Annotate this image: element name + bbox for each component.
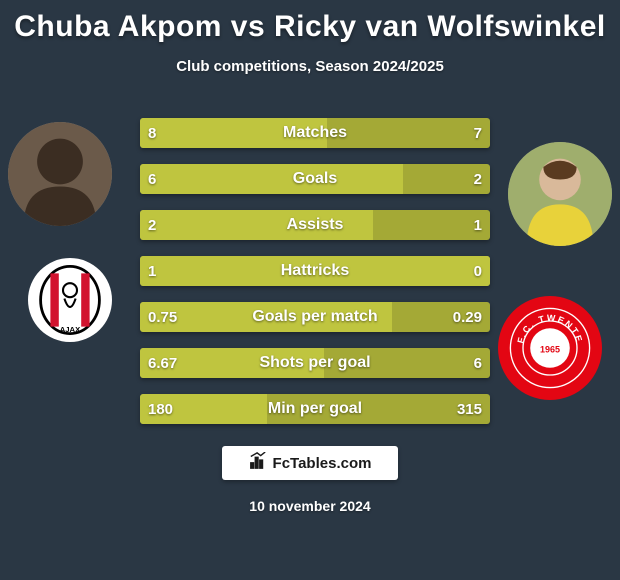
stat-value-left: 6.67 bbox=[148, 348, 177, 378]
stat-bar-fill-left bbox=[140, 164, 403, 194]
stat-value-left: 1 bbox=[148, 256, 156, 286]
stat-bar-fill-left bbox=[140, 256, 490, 286]
ajax-badge-icon: AJAX bbox=[35, 265, 105, 335]
twente-badge-icon: 1965 F.C. TWENTE bbox=[505, 303, 595, 393]
stat-value-left: 2 bbox=[148, 210, 156, 240]
stat-value-left: 6 bbox=[148, 164, 156, 194]
footer-site-label: FcTables.com bbox=[273, 455, 372, 472]
stat-value-right: 1 bbox=[474, 210, 482, 240]
player-right-avatar bbox=[508, 142, 612, 246]
stat-bar: 21Assists bbox=[140, 210, 490, 240]
chart-icon bbox=[249, 452, 267, 474]
person-icon bbox=[508, 142, 612, 246]
svg-text:AJAX: AJAX bbox=[60, 325, 81, 334]
stat-bar: 6.676Shots per goal bbox=[140, 348, 490, 378]
player-left-club-badge: AJAX bbox=[28, 258, 112, 342]
stat-bar: 62Goals bbox=[140, 164, 490, 194]
stat-value-left: 8 bbox=[148, 118, 156, 148]
person-icon bbox=[8, 122, 112, 226]
stat-value-right: 2 bbox=[474, 164, 482, 194]
page-title: Chuba Akpom vs Ricky van Wolfswinkel bbox=[0, 0, 620, 44]
stat-value-left: 0.75 bbox=[148, 302, 177, 332]
stat-bar: 0.750.29Goals per match bbox=[140, 302, 490, 332]
player-right-club-badge: 1965 F.C. TWENTE bbox=[498, 296, 602, 400]
stats-bar-group: 87Matches62Goals21Assists10Hattricks0.75… bbox=[140, 118, 490, 440]
stat-bar: 10Hattricks bbox=[140, 256, 490, 286]
stat-bar-fill-left bbox=[140, 302, 392, 332]
stat-value-left: 180 bbox=[148, 394, 173, 424]
stat-bar-fill-left bbox=[140, 210, 373, 240]
footer-site-tag: FcTables.com bbox=[222, 446, 398, 480]
stat-value-right: 315 bbox=[457, 394, 482, 424]
stat-value-right: 0 bbox=[474, 256, 482, 286]
stat-value-right: 0.29 bbox=[453, 302, 482, 332]
club-year: 1965 bbox=[540, 345, 560, 355]
stat-bar: 87Matches bbox=[140, 118, 490, 148]
footer-date: 10 november 2024 bbox=[0, 498, 620, 514]
stat-value-right: 7 bbox=[474, 118, 482, 148]
stat-bar: 180315Min per goal bbox=[140, 394, 490, 424]
subtitle: Club competitions, Season 2024/2025 bbox=[0, 58, 620, 75]
stat-value-right: 6 bbox=[474, 348, 482, 378]
player-left-avatar bbox=[8, 122, 112, 226]
stat-bar-fill-left bbox=[140, 118, 327, 148]
